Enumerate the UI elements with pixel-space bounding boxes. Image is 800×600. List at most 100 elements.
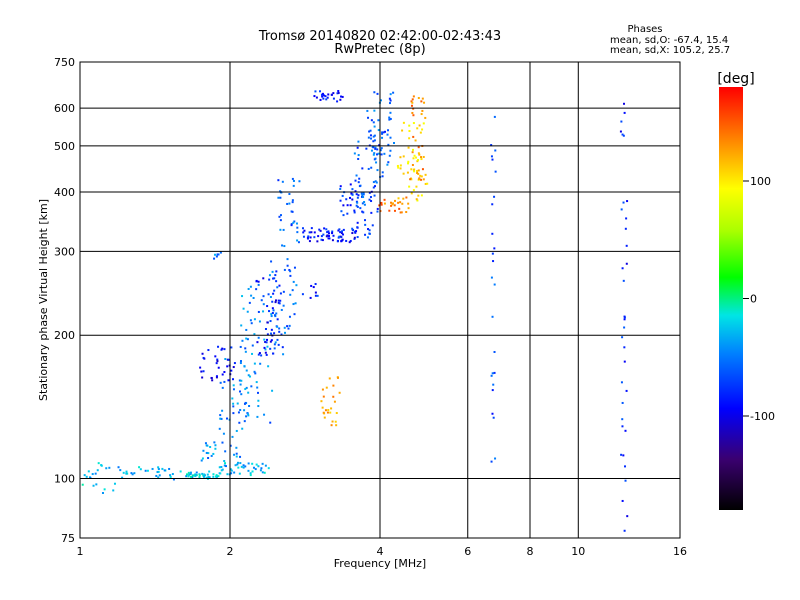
data-point [117, 466, 120, 469]
data-point [341, 238, 344, 241]
data-point [370, 211, 373, 214]
data-point [280, 191, 283, 194]
data-point [275, 270, 278, 273]
data-point [416, 160, 419, 163]
data-point [389, 102, 392, 105]
data-point [621, 267, 624, 270]
data-point [491, 203, 494, 206]
data-point [415, 185, 418, 188]
data-point [264, 328, 267, 331]
data-point [372, 135, 375, 138]
data-point [401, 129, 404, 132]
data-point [417, 194, 420, 197]
data-point [420, 100, 423, 103]
data-point [274, 301, 277, 304]
data-point [105, 467, 108, 470]
data-point [235, 429, 238, 432]
data-point [308, 240, 311, 243]
data-point [296, 239, 299, 242]
data-point [413, 170, 416, 173]
data-point [138, 466, 141, 469]
data-point [362, 196, 365, 199]
data-point [626, 200, 629, 203]
data-point [282, 290, 285, 293]
data-point [373, 125, 376, 128]
data-point [349, 239, 352, 242]
data-point [213, 441, 216, 444]
data-point [272, 309, 275, 312]
data-point [281, 346, 284, 349]
data-point [295, 284, 298, 287]
data-point [172, 478, 175, 481]
data-point [620, 381, 623, 384]
data-point [212, 473, 215, 476]
data-point [313, 231, 316, 234]
data-point [319, 90, 322, 93]
data-point [330, 424, 333, 427]
data-point [309, 236, 312, 239]
data-point [622, 279, 625, 282]
data-point [412, 114, 415, 117]
data-point [221, 441, 224, 444]
data-point [421, 168, 424, 171]
data-point [371, 224, 374, 227]
data-point [270, 260, 273, 263]
data-point [373, 134, 376, 137]
data-point [417, 146, 420, 149]
data-point [389, 117, 392, 120]
data-point [87, 470, 90, 473]
x-tick-label: 16 [673, 545, 687, 558]
data-point [366, 109, 369, 112]
data-point [342, 233, 345, 236]
data-point [250, 294, 253, 297]
data-point [321, 388, 324, 391]
data-point [339, 231, 342, 234]
data-point [270, 313, 273, 316]
data-point [327, 230, 330, 233]
data-point [301, 227, 304, 230]
data-point [96, 469, 99, 472]
data-point [411, 151, 414, 154]
y-tick-label: 500 [54, 140, 75, 153]
data-point [383, 152, 386, 155]
data-point [271, 389, 274, 392]
data-point [379, 149, 382, 152]
data-point [244, 401, 247, 404]
data-point [273, 314, 276, 317]
legend-line-o: mean, sd,O: -67.4, 15.4 [610, 35, 728, 46]
data-point [389, 99, 392, 102]
data-point [622, 201, 625, 204]
data-point [267, 467, 270, 470]
data-point [125, 470, 128, 473]
data-point [374, 147, 377, 150]
data-point [373, 185, 376, 188]
data-point [337, 90, 340, 93]
data-point [245, 337, 248, 340]
data-point [328, 232, 331, 235]
data-point [351, 232, 354, 235]
data-point [362, 193, 365, 196]
data-point [273, 277, 276, 280]
data-point [310, 227, 313, 230]
data-point [259, 469, 262, 472]
data-point [620, 453, 623, 456]
data-point [257, 399, 260, 402]
data-point [376, 207, 379, 210]
data-point [220, 417, 223, 420]
data-point [161, 467, 164, 470]
data-point [389, 149, 392, 152]
data-point [243, 420, 246, 423]
data-point [267, 293, 270, 296]
data-point [412, 122, 415, 125]
data-point [621, 401, 624, 404]
data-point [277, 196, 280, 199]
data-point [189, 475, 192, 478]
data-point [248, 405, 251, 408]
data-point [261, 471, 264, 474]
data-point [220, 348, 223, 351]
data-point [238, 472, 241, 475]
data-point [266, 333, 269, 336]
data-point [330, 93, 333, 96]
data-point [101, 491, 104, 494]
